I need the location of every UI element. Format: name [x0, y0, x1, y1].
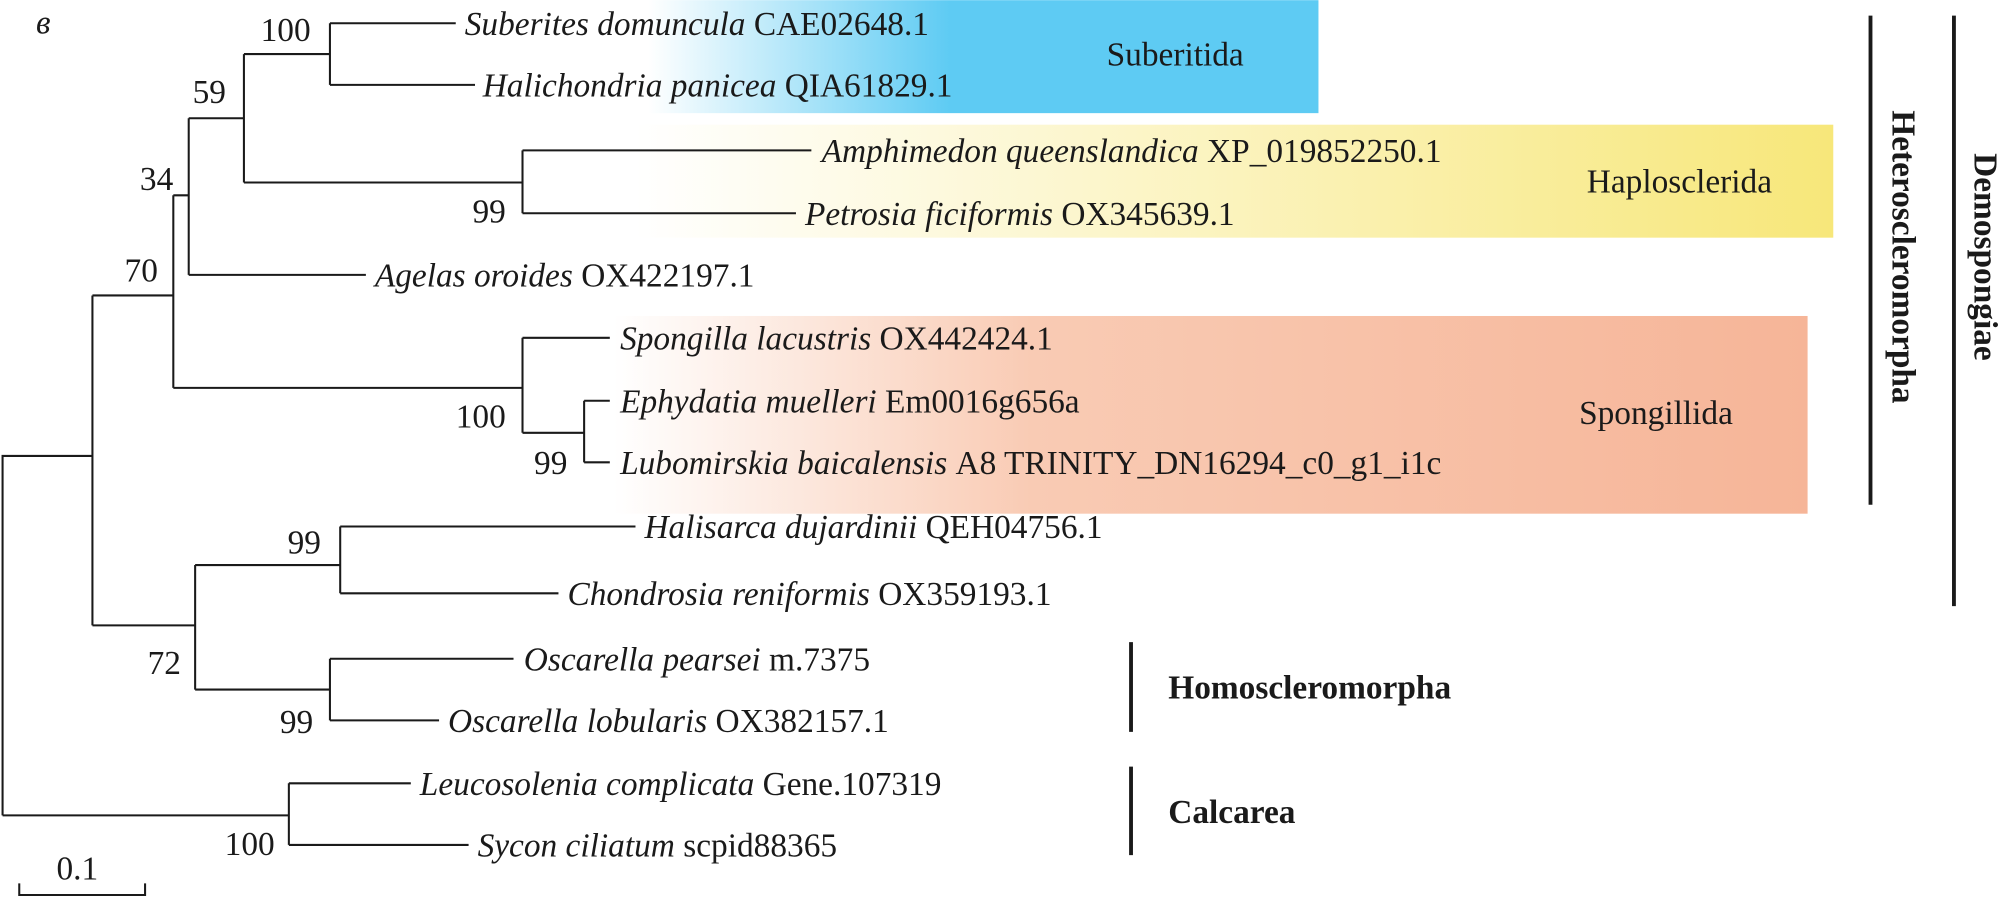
branch-halisarca-chondrosia — [339, 525, 636, 595]
taxon-label: Sycon ciliatum scpid88365 — [478, 827, 837, 864]
taxon-label: Oscarella pearsei m.7375 — [524, 641, 870, 678]
taxon-label: Agelas oroides OX422197.1 — [373, 257, 755, 294]
tree-branches — [1, 22, 812, 846]
branch-n59 — [242, 53, 523, 184]
branch-haplosclerida — [521, 149, 812, 215]
clade-label-suberitida: Suberitida — [1107, 37, 1244, 74]
clade-label-haplosclerida: Haplosclerida — [1587, 164, 1772, 201]
bootstrap-value: 34 — [140, 161, 174, 198]
taxon-label: Oscarella lobularis OX382157.1 — [448, 703, 889, 740]
spongillida-box — [613, 315, 1808, 514]
taxon-label: Petrosia ficiformis OX345639.1 — [804, 196, 1235, 233]
taxon-labels: Suberites domuncula CAE02648.1 Halichond… — [373, 6, 1442, 865]
taxon-label: Amphimedon queenslandica XP_019852250.1 — [820, 133, 1442, 170]
branch-oscarella — [328, 657, 514, 722]
taxon-label: Spongilla lacustris OX442424.1 — [620, 320, 1053, 357]
haplosclerida-box — [635, 124, 1834, 238]
branch-ephydatia-lubomirskia — [583, 399, 610, 464]
clade-label-demospongiae: Demospongiae — [1966, 153, 2003, 361]
branch-suberitida — [328, 22, 476, 86]
bootstrap-value: 99 — [288, 524, 321, 561]
clade-label-heteroscleromorpha: Heteroscleromorpha — [1884, 110, 1921, 404]
bootstrap-value: 99 — [280, 704, 313, 741]
bootstrap-value: 100 — [456, 399, 506, 436]
scale-bar — [18, 883, 147, 897]
clade-label-calcarea: Calcarea — [1168, 794, 1296, 831]
bootstrap-value: 59 — [193, 74, 226, 111]
bootstrap-value: 72 — [148, 645, 181, 682]
bootstrap-value: 99 — [534, 445, 567, 482]
clade-label-homoscleromorpha: Homoscleromorpha — [1168, 670, 1451, 707]
suberitida-box — [648, 0, 1319, 114]
taxon-label: Lubomirskia baicalensis A8 TRINITY_DN162… — [619, 445, 1441, 482]
branch-n72 — [194, 564, 341, 691]
scale-bar-label: 0.1 — [56, 851, 98, 888]
taxon-label: Chondrosia reniformis OX359193.1 — [567, 576, 1051, 613]
bootstrap-value: 70 — [125, 252, 158, 289]
taxon-label: Ephydatia muelleri Em0016g656a — [619, 383, 1080, 420]
panel-letter: в — [36, 5, 50, 42]
branch-n70 — [172, 194, 523, 389]
branch-n72-parent — [91, 294, 196, 627]
taxon-label: Halisarca dujardinii QEH04756.1 — [643, 509, 1102, 546]
branch-n34 — [187, 117, 366, 276]
branch-spongillida — [521, 336, 610, 434]
branch-root — [1, 454, 289, 817]
bootstrap-value: 100 — [261, 12, 311, 49]
taxon-label: Halichondria panicea QIA61829.1 — [482, 67, 953, 104]
clade-label-spongillida: Spongillida — [1579, 395, 1733, 432]
taxon-label: Leucosolenia complicata Gene.107319 — [419, 766, 942, 803]
bootstrap-values: 100 59 34 70 99 100 99 99 72 99 100 — [125, 12, 568, 863]
branch-calcarea — [287, 782, 469, 846]
bootstrap-value: 99 — [472, 193, 505, 230]
taxon-label: Suberites domuncula CAE02648.1 — [465, 6, 929, 43]
bootstrap-value: 100 — [225, 826, 275, 863]
